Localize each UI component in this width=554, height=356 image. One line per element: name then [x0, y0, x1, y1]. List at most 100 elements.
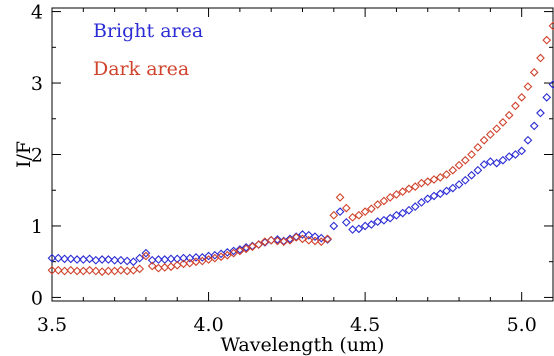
data-point — [523, 135, 533, 145]
legend: Bright area Dark area — [93, 20, 203, 80]
data-point — [53, 265, 63, 275]
data-point — [47, 265, 57, 275]
data-point — [129, 265, 138, 275]
data-point — [398, 187, 408, 197]
data-point — [348, 213, 357, 222]
data-point — [485, 130, 495, 139]
data-point — [392, 210, 401, 220]
data-point — [248, 242, 257, 252]
y-tick-label: 0 — [31, 287, 43, 309]
data-point — [291, 233, 301, 242]
data-point — [72, 266, 82, 276]
x-tick-label: 5.0 — [507, 314, 537, 336]
data-point — [354, 210, 364, 220]
data-point — [435, 172, 445, 182]
data-point — [460, 175, 470, 185]
data-point — [316, 237, 326, 247]
data-point — [429, 191, 439, 201]
data-point — [147, 261, 157, 271]
data-point — [323, 234, 332, 244]
data-point — [66, 254, 76, 264]
series-bright-area — [47, 80, 554, 267]
data-point — [536, 53, 545, 63]
data-point — [417, 198, 426, 207]
data-point — [517, 146, 527, 156]
data-point — [367, 220, 376, 229]
data-point — [454, 180, 464, 189]
data-point — [410, 182, 420, 192]
data-point — [304, 230, 314, 240]
data-point — [341, 218, 351, 227]
data-point — [97, 267, 107, 277]
data-point — [379, 196, 389, 206]
data-point — [185, 258, 195, 268]
data-point — [504, 110, 514, 120]
data-point — [404, 184, 414, 194]
data-point — [298, 234, 307, 244]
data-point — [341, 203, 351, 213]
data-point — [536, 108, 545, 118]
data-point — [141, 248, 151, 258]
data-point — [473, 142, 483, 152]
data-point — [266, 235, 276, 245]
data-point — [335, 193, 345, 202]
data-point — [122, 266, 132, 276]
data-point — [460, 155, 470, 165]
data-point — [97, 255, 107, 264]
data-point — [504, 152, 514, 162]
data-point — [373, 200, 383, 209]
data-point — [66, 265, 76, 275]
data-point — [135, 264, 145, 274]
x-tick-label: 4.0 — [193, 314, 223, 336]
data-point — [379, 215, 389, 225]
data-point — [473, 165, 483, 175]
data-point — [467, 150, 476, 159]
data-point — [511, 101, 520, 111]
y-tick-label: 3 — [31, 73, 43, 95]
data-point — [129, 257, 138, 267]
data-point — [392, 190, 401, 199]
data-point — [154, 255, 163, 264]
data-point — [354, 224, 364, 234]
data-point — [135, 253, 145, 263]
data-point — [91, 266, 101, 276]
data-point — [442, 186, 451, 196]
data-point — [116, 255, 126, 265]
y-tick-label: 1 — [31, 216, 43, 238]
data-point — [222, 250, 232, 260]
data-point — [304, 235, 314, 245]
legend-entry: Bright area — [93, 20, 203, 42]
data-point — [47, 253, 57, 263]
data-point — [110, 255, 120, 265]
data-point — [542, 35, 552, 45]
data-point — [479, 135, 489, 145]
data-point — [103, 255, 113, 264]
data-point — [385, 193, 395, 202]
data-point — [298, 230, 307, 239]
data-point — [348, 225, 357, 234]
data-point — [229, 248, 238, 258]
data-point — [191, 253, 201, 262]
data-point — [542, 92, 552, 102]
data-point — [367, 204, 376, 214]
data-point — [116, 265, 126, 275]
x-tick-label: 3.5 — [37, 314, 67, 336]
data-point — [285, 235, 295, 245]
data-point — [360, 207, 370, 217]
data-point — [479, 160, 489, 169]
data-point — [179, 253, 188, 263]
data-point — [166, 262, 176, 272]
data-point — [273, 235, 282, 244]
y-tick-label: 4 — [31, 2, 43, 24]
x-axis-title: Wavelength (um) — [221, 334, 385, 356]
data-point — [60, 266, 69, 276]
data-point — [235, 246, 245, 256]
data-point — [511, 150, 520, 159]
series-layer — [47, 21, 554, 277]
data-point — [492, 124, 502, 134]
data-point — [329, 210, 339, 220]
data-point — [498, 155, 508, 165]
data-point — [467, 170, 476, 180]
data-point — [529, 67, 539, 77]
x-axis-ticks: 3.5 4.0 4.5 5.0 — [37, 8, 554, 336]
